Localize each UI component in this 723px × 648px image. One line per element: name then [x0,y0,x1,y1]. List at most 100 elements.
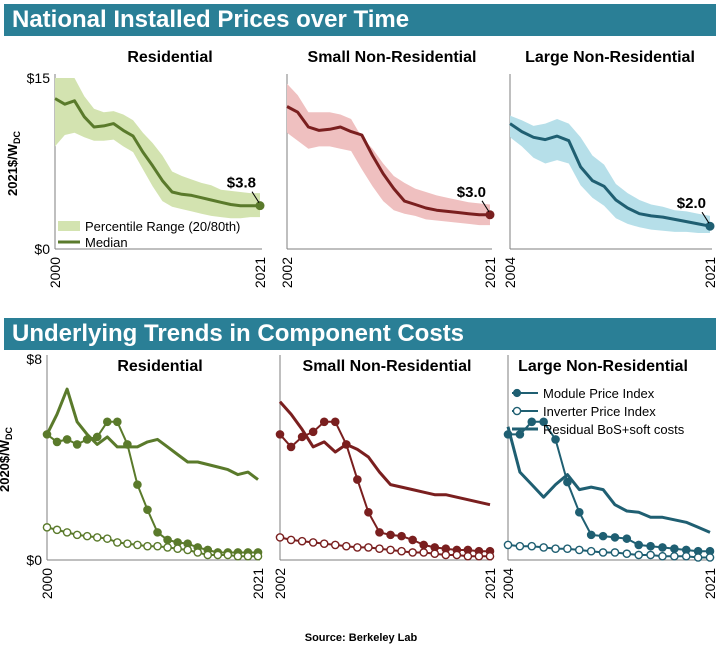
inverter-price-point [113,538,122,547]
module-price-point [92,432,102,442]
module-price-point [610,533,620,542]
module-price-point [72,440,82,449]
legend-swatch-module-dot [512,388,522,398]
chart-panel-6: Large Non-Residential 2004 2021 [500,355,718,599]
inverter-price-point [503,540,513,550]
inverter-price-point [474,551,484,561]
inverter-price-point [634,550,644,560]
x-tick-label: 2021 [252,257,268,288]
residual-bos-line [278,400,491,507]
module-price-point [397,531,406,541]
y-axis-label-subscript: DC [4,426,14,439]
inverter-price-point [330,540,340,550]
module-price-point [527,417,537,427]
module-price-point [102,417,112,427]
y-axis-label-main: 2021$/W [5,143,20,196]
legend-top: Percentile Range (20/80th)Median [58,219,240,250]
module-price-point [163,535,172,545]
module-price-point [52,437,62,447]
legend-label-median: Median [85,235,128,250]
chart-panel-2: Small Non-Residential 2002 2021 $3.0 [279,49,498,288]
y-tick-label: $0 [26,552,42,568]
inverter-price-point [308,538,318,547]
module-price-point [646,541,655,551]
percentile-band [510,115,710,233]
end-point-marker [705,221,715,231]
inverter-price-point [253,551,263,561]
inverter-price-point [539,543,548,552]
module-price-point [275,430,285,439]
module-price-point [62,435,72,444]
legend-bottom: Module Price Index Inverter Price Index Re… [512,386,685,437]
inverter-price-point [143,541,152,551]
module-price-point [539,417,548,427]
inverter-price-point [375,544,384,553]
median-line [509,122,711,228]
module-price-point [563,477,572,487]
inverter-price-point [670,551,679,561]
inverter-price-line [46,526,258,558]
inverter-price-point [515,541,525,551]
module-price-point [386,530,395,540]
y-axis-label: 2020$/WDC [0,426,14,492]
inverter-price-point [102,534,112,543]
legend-swatch-percentile [58,221,80,231]
module-price-point [364,507,373,517]
x-tick-label: 2004 [502,257,518,288]
inverter-price-point [297,536,307,546]
section-banner-component-costs: Underlying Trends in Component Costs [4,318,716,350]
module-price-point [113,417,122,427]
module-price-point [319,417,329,427]
y-axis-label: 2021$/WDC [5,130,22,196]
inverter-price-point [193,548,203,557]
inverter-price-point [610,548,620,557]
end-value-label: $3.8 [227,175,256,192]
inverter-price-point [658,551,667,561]
inverter-price-point [163,543,172,552]
inverter-price-point [452,550,462,560]
inverter-price-point [42,523,52,532]
inverter-price-point [133,540,142,550]
chart-title: Residential [117,358,202,375]
module-price-line [279,420,490,553]
annotation-leader [701,211,710,224]
module-price-point [586,530,596,540]
module-price-line [46,420,258,554]
inverter-price-point [419,548,428,557]
section-banner-installed-prices: National Installed Prices over Time [4,4,716,36]
end-value-label: $3.0 [457,184,486,201]
module-price-point [286,442,296,452]
module-price-point [133,480,142,489]
end-point-marker [255,201,265,211]
module-price-point [419,540,428,550]
end-point-marker [485,210,495,220]
inverter-price-point [527,541,537,551]
chart-panel-4: Residential $8 $0 2020$/WDC 2000 2021 [0,351,266,599]
inverter-price-point [430,549,440,559]
x-tick-label: 2002 [272,568,288,599]
inverter-price-point [563,544,572,553]
inverter-price-point [223,550,233,560]
module-price-point [143,505,152,515]
chart-panel-1: Residential $15 $0 2021$/WDC 2000 2021 $3.8 [5,49,268,288]
module-price-point [408,535,417,545]
y-tick-label: $15 [27,70,51,86]
inverter-price-point [173,544,182,553]
annotation-leader [481,200,490,213]
inverter-price-point [551,544,560,553]
x-tick-label: 2021 [702,257,718,288]
chart-title: Residential [127,49,212,66]
y-tick-label: $8 [26,351,42,367]
inverter-price-point [705,553,715,562]
legend-swatch-inverter-dot [512,406,522,416]
residual-bos-line [45,387,259,481]
module-price-point [353,475,362,484]
inverter-price-point [342,541,351,551]
module-price-point [622,534,632,543]
module-price-point [658,543,667,552]
inverter-price-point [622,549,632,559]
inverter-price-point [441,550,451,560]
inverter-price-point [153,541,162,551]
inverter-price-point [485,551,495,561]
inverter-price-point [408,548,417,557]
